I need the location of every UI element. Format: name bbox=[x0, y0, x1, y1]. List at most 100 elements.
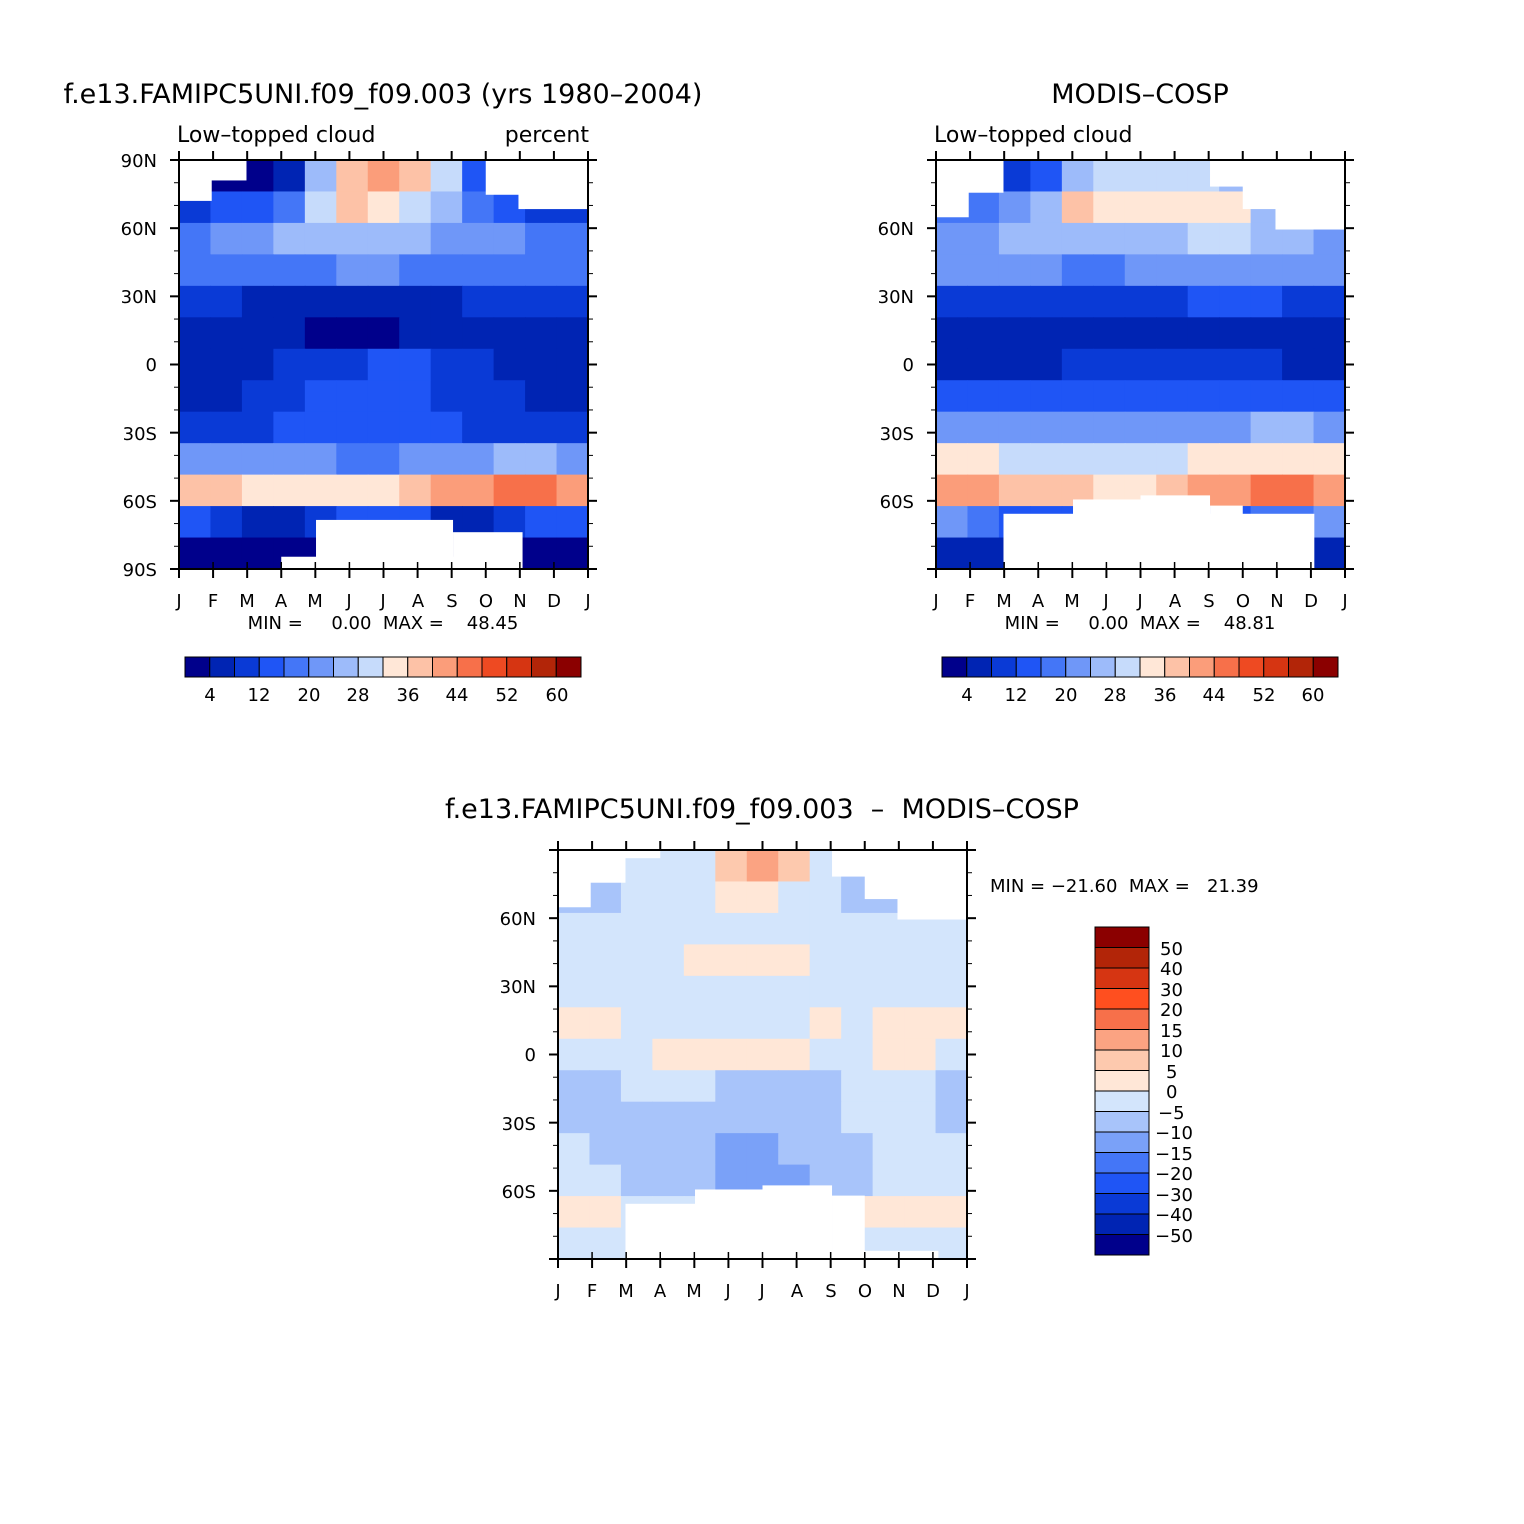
missing-data-block bbox=[695, 1189, 763, 1259]
missing-data-block bbox=[453, 532, 523, 569]
heatmap-cell bbox=[715, 975, 748, 1008]
heatmap-cell bbox=[367, 474, 400, 507]
heatmap-cell bbox=[589, 1164, 622, 1197]
heatmap-cell bbox=[683, 912, 716, 945]
heatmap-cell bbox=[336, 254, 369, 287]
y-tick-label: 0 bbox=[525, 1045, 536, 1066]
heatmap-cell bbox=[967, 254, 1000, 287]
x-tick-label: J bbox=[345, 591, 351, 612]
heatmap-cell bbox=[304, 160, 337, 193]
heatmap-cell bbox=[1061, 191, 1094, 224]
heatmap-cell bbox=[1156, 160, 1189, 193]
heatmap-cell bbox=[179, 317, 212, 350]
heatmap-cell bbox=[935, 1196, 968, 1229]
heatmap-cell bbox=[430, 254, 463, 287]
colorbar-swatch bbox=[1094, 947, 1150, 969]
x-tick-label: D bbox=[547, 591, 561, 612]
heatmap-cell bbox=[1313, 317, 1346, 350]
heatmap-cell bbox=[1030, 443, 1063, 476]
heatmap-cell bbox=[683, 1007, 716, 1040]
difference-y-tick-labels: 60N 30N 0 30S 60S bbox=[500, 909, 536, 1203]
heatmap-cell bbox=[652, 1164, 685, 1197]
colorbar-swatch bbox=[1263, 656, 1289, 678]
colorbar-label: 5 bbox=[1166, 1062, 1177, 1083]
heatmap-cell bbox=[967, 348, 1000, 381]
heatmap-cell bbox=[904, 1196, 937, 1229]
difference-colorbar-labels: 50 40 30 20 15 10 5 0 −5 −10 −15 −20 −30… bbox=[1155, 939, 1193, 1247]
difference-min-max: MIN = −21.60 MAX = 21.39 bbox=[990, 876, 1259, 897]
heatmap-cell bbox=[430, 285, 463, 318]
colorbar-swatch bbox=[1094, 1049, 1150, 1071]
heatmap-cell bbox=[1093, 443, 1126, 476]
heatmap-cell bbox=[1219, 254, 1252, 287]
heatmap-cell bbox=[1219, 474, 1252, 507]
heatmap-cell bbox=[304, 348, 337, 381]
heatmap-cell bbox=[304, 222, 337, 255]
heatmap-cell bbox=[1187, 348, 1220, 381]
heatmap-cell bbox=[1061, 285, 1094, 318]
heatmap-cell bbox=[273, 348, 306, 381]
heatmap-cell bbox=[872, 944, 905, 977]
heatmap-cell bbox=[1030, 411, 1063, 444]
heatmap-cell bbox=[493, 411, 526, 444]
heatmap-cell bbox=[525, 348, 558, 381]
heatmap-cell bbox=[462, 474, 495, 507]
heatmap-cell bbox=[558, 912, 591, 945]
heatmap-cell bbox=[935, 944, 968, 977]
heatmap-cell bbox=[525, 411, 558, 444]
heatmap-cell bbox=[1061, 443, 1094, 476]
heatmap-cell bbox=[935, 1101, 968, 1134]
heatmap-cell bbox=[778, 912, 811, 945]
missing-data-block bbox=[1073, 499, 1141, 569]
heatmap-cell bbox=[872, 1133, 905, 1166]
heatmap-cell bbox=[1219, 443, 1252, 476]
heatmap-cell bbox=[1030, 380, 1063, 413]
heatmap-cell bbox=[936, 254, 969, 287]
colorbar-label: 60 bbox=[546, 685, 569, 706]
heatmap-cell bbox=[1124, 191, 1157, 224]
heatmap-cell bbox=[1124, 285, 1157, 318]
heatmap-cell bbox=[1187, 317, 1220, 350]
heatmap-cell bbox=[967, 222, 1000, 255]
heatmap-cell bbox=[620, 1007, 653, 1040]
heatmap-cell bbox=[179, 506, 212, 539]
heatmap-cell bbox=[1124, 317, 1157, 350]
heatmap-cell bbox=[1093, 222, 1126, 255]
heatmap-cell bbox=[904, 975, 937, 1008]
heatmap-cell bbox=[493, 380, 526, 413]
x-tick-label: A bbox=[791, 1281, 804, 1302]
heatmap-cell bbox=[1219, 222, 1252, 255]
heatmap-cell bbox=[778, 1101, 811, 1134]
colorbar-swatch bbox=[456, 656, 483, 678]
colorbar-label: 28 bbox=[1104, 685, 1127, 706]
heatmap-cell bbox=[462, 254, 495, 287]
heatmap-cell bbox=[241, 222, 274, 255]
missing-data-block bbox=[1210, 505, 1243, 569]
colorbar-label: −30 bbox=[1155, 1185, 1193, 1206]
heatmap-cell bbox=[1030, 348, 1063, 381]
heatmap-cell bbox=[399, 317, 432, 350]
heatmap-cell bbox=[241, 254, 274, 287]
heatmap-cell bbox=[936, 537, 969, 570]
heatmap-cell bbox=[1156, 443, 1189, 476]
heatmap-cell bbox=[936, 317, 969, 350]
heatmap-cell bbox=[336, 317, 369, 350]
heatmap-cell bbox=[462, 411, 495, 444]
model-min-max: MIN = 0.00 MAX = 48.45 bbox=[248, 613, 519, 634]
heatmap-cell bbox=[430, 380, 463, 413]
colorbar-swatch bbox=[1040, 656, 1067, 678]
heatmap-cell bbox=[652, 881, 685, 914]
heatmap-cell bbox=[998, 191, 1031, 224]
heatmap-cell bbox=[556, 317, 589, 350]
heatmap-cell bbox=[462, 443, 495, 476]
heatmap-cell bbox=[715, 881, 748, 914]
heatmap-cell bbox=[273, 254, 306, 287]
y-tick-label: 90S bbox=[123, 560, 157, 581]
heatmap-cell bbox=[556, 254, 589, 287]
heatmap-cell bbox=[1250, 380, 1283, 413]
heatmap-cell bbox=[715, 1133, 748, 1166]
heatmap-cell bbox=[935, 1133, 968, 1166]
heatmap-cell bbox=[336, 380, 369, 413]
y-tick-label: 30S bbox=[880, 424, 914, 445]
heatmap-cell bbox=[493, 348, 526, 381]
